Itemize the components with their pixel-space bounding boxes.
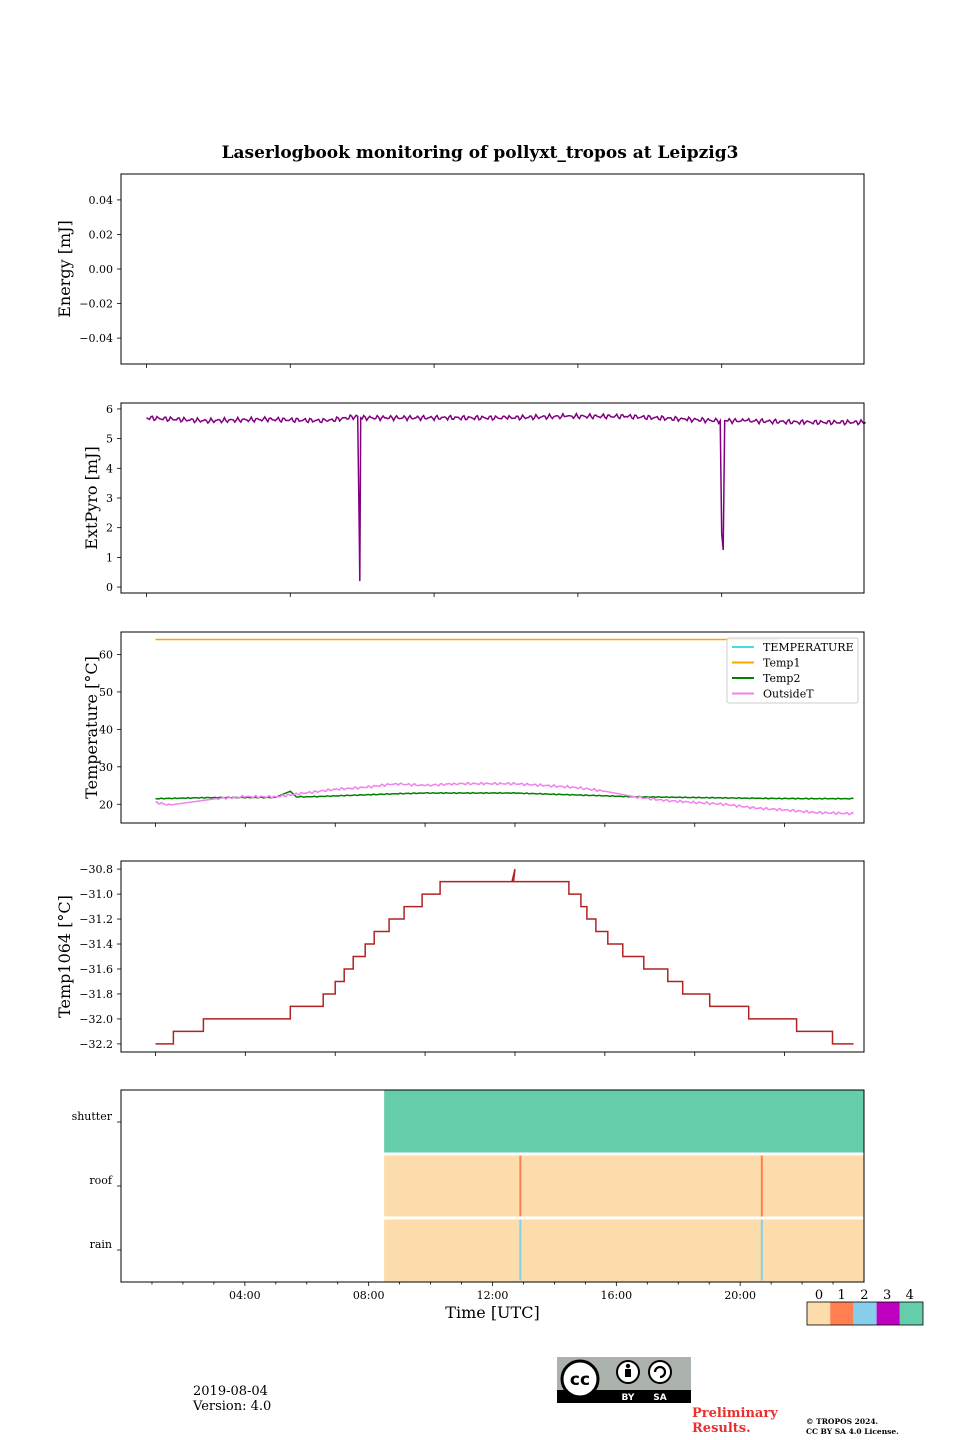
legend-label-temp2: Temp2 xyxy=(763,672,800,685)
row-label-rain: rain xyxy=(90,1238,112,1251)
colorbar-label-3: 3 xyxy=(883,1288,891,1303)
axes-frame xyxy=(120,402,865,594)
flag-row-roof xyxy=(384,1155,864,1217)
y-tick-label: 40 xyxy=(99,723,113,736)
y-tick-label: 0.02 xyxy=(89,228,114,241)
colorbar-swatch-3 xyxy=(876,1302,900,1325)
y-tick-label: −0.02 xyxy=(79,298,113,311)
y-tick-label: 4 xyxy=(106,462,113,475)
axes-frame xyxy=(120,860,865,1053)
series-line-outsidet xyxy=(155,781,854,816)
x-tick-label: 16:00 xyxy=(600,1289,632,1302)
flag-event-rain xyxy=(519,1219,522,1281)
y-tick-label: 30 xyxy=(99,761,113,774)
x-tick-label: 20:00 xyxy=(724,1289,756,1302)
cc-label-sa: SA xyxy=(653,1393,666,1403)
preliminary-line-2: Results. xyxy=(692,1421,751,1436)
cc-by-sa-icon: cc BY SA xyxy=(557,1357,691,1403)
colorbar-swatch-2 xyxy=(853,1302,877,1325)
y-tick-label: 0 xyxy=(106,581,113,594)
colorbar-swatch-1 xyxy=(830,1302,854,1325)
legend-box xyxy=(726,637,859,704)
y-tick-label: −0.04 xyxy=(79,332,113,345)
y-tick-label: 0.04 xyxy=(89,194,114,207)
axes-frame xyxy=(120,631,865,824)
y-tick-label: 0.00 xyxy=(89,263,114,276)
copyright-line-2: CC BY SA 4.0 License. xyxy=(806,1427,899,1436)
colorbar-frame xyxy=(806,1301,924,1326)
panel-energy: 0.04 0.02 0.00 −0.02 −0.04 Energy [mJ] xyxy=(55,173,865,368)
y-tick-label: −31.0 xyxy=(79,888,113,901)
flag-event-roof xyxy=(760,1155,763,1217)
row-label-shutter: shutter xyxy=(72,1110,113,1123)
y-axis-label: Temperature [°C] xyxy=(82,656,101,799)
y-tick-label: −30.8 xyxy=(79,863,113,876)
axes-frame xyxy=(120,173,865,365)
y-tick-label: −31.8 xyxy=(79,988,113,1001)
y-tick-label: −31.4 xyxy=(79,938,113,951)
panel-flags: shutter roof rain 04:00 08:00 12:00 16:00 20:00… xyxy=(72,1089,924,1326)
footer-date: 2019-08-04 xyxy=(193,1384,268,1399)
y-tick-label: 3 xyxy=(106,492,113,505)
colorbar-swatch-0 xyxy=(807,1302,831,1325)
series-line-temp1064 xyxy=(155,868,854,1045)
y-axis-label: Energy [mJ] xyxy=(55,220,74,318)
legend: TEMPERATURE Temp1 Temp2 OutsideT xyxy=(726,637,859,704)
legend-label-outsidet: OutsideT xyxy=(763,688,814,701)
series-line-temp2 xyxy=(155,790,854,800)
y-tick-label: 60 xyxy=(99,648,113,661)
panel-temp1064: −30.8 −31.0 −31.2 −31.4 −31.6 −31.8 −32.0 −32.2… xyxy=(55,860,865,1056)
y-tick-label: −32.0 xyxy=(79,1013,113,1026)
y-tick-label: −31.2 xyxy=(79,913,113,926)
preliminary-line-1: Preliminary xyxy=(692,1406,778,1421)
figure-title: Laserlogbook monitoring of pollyxt_tropo… xyxy=(222,143,739,163)
row-label-roof: roof xyxy=(89,1174,113,1187)
flag-event-roof xyxy=(519,1155,522,1217)
copyright-line-1: © TROPOS 2024. xyxy=(806,1417,879,1426)
x-tick-label: 04:00 xyxy=(229,1289,261,1302)
y-axis-label: ExtPyro [mJ] xyxy=(82,446,101,549)
panel-extpyro: 6 5 4 3 2 1 0 ExtPyro [mJ] xyxy=(82,402,867,597)
x-axis-label: Time [UTC] xyxy=(445,1303,539,1322)
footer-info: 2019-08-04 Version: 4.0 xyxy=(193,1384,271,1414)
copyright-notice: © TROPOS 2024. CC BY SA 4.0 License. xyxy=(806,1417,899,1437)
x-tick-label: 08:00 xyxy=(353,1289,385,1302)
y-tick-label: 20 xyxy=(99,798,113,811)
y-tick-label: 50 xyxy=(99,686,113,699)
colorbar-label-4: 4 xyxy=(906,1288,914,1303)
y-tick-label: −32.2 xyxy=(79,1038,113,1051)
y-axis-label: Temp1064 [°C] xyxy=(55,895,74,1018)
cc-label-by: BY xyxy=(622,1393,635,1403)
flag-row-rain xyxy=(384,1219,864,1282)
flag-event-rain xyxy=(760,1219,763,1281)
colorbar-swatch-4 xyxy=(899,1302,923,1325)
y-tick-label: 2 xyxy=(106,522,113,535)
legend-label-temperature: TEMPERATURE xyxy=(763,641,854,654)
legend-label-temp1: Temp1 xyxy=(763,657,800,670)
colorbar-label-0: 0 xyxy=(815,1288,823,1303)
y-tick-label: 6 xyxy=(106,403,113,416)
y-tick-label: 5 xyxy=(106,433,113,446)
colorbar-label-2: 2 xyxy=(860,1288,868,1303)
svg-text:cc: cc xyxy=(570,1370,590,1390)
colorbar-label-1: 1 xyxy=(838,1288,846,1303)
x-tick-label: 12:00 xyxy=(477,1289,509,1302)
series-line-extpyro xyxy=(146,412,867,582)
y-tick-label: −31.6 xyxy=(79,963,113,976)
flag-row-shutter xyxy=(384,1090,864,1153)
footer-version: Version: 4.0 xyxy=(193,1399,272,1414)
preliminary-notice: Preliminary Results. xyxy=(692,1406,778,1436)
y-tick-label: 1 xyxy=(106,551,113,564)
